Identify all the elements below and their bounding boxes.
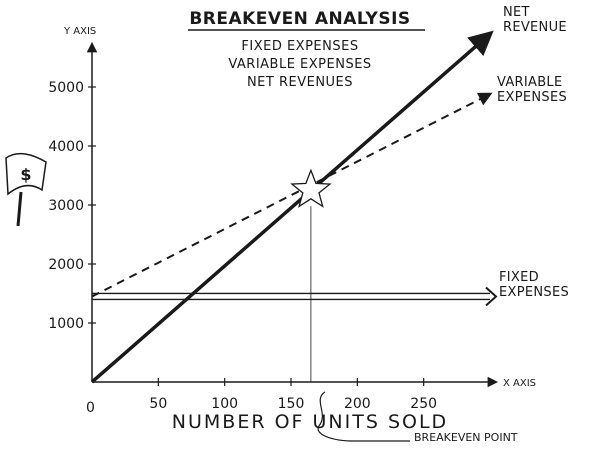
x-tick-label: 100 (211, 396, 238, 412)
chart-subtitle-1: FIXED EXPENSES (241, 39, 358, 54)
x-axis-title: NUMBER OF UNITS SOLD (172, 411, 448, 433)
net-revenue-label: NET (503, 5, 530, 20)
fixed-expenses-label: EXPENSES (499, 285, 569, 300)
variable-expenses-label: VARIABLE (497, 75, 563, 90)
chart-subtitle-3: NET REVENUES (247, 75, 353, 90)
variable-expenses-line (91, 92, 493, 298)
chart-subtitle-2: VARIABLE EXPENSES (228, 57, 371, 72)
y-tick-label: 5000 (48, 80, 84, 96)
y-tick-label: 2000 (48, 257, 84, 273)
y-tick-label: 4000 (48, 139, 84, 155)
breakeven-pointer (317, 391, 410, 442)
y-tick-label: 1000 (48, 316, 84, 332)
breakeven-point-label: BREAKEVEN POINT (414, 431, 518, 444)
star-icon (290, 168, 332, 208)
y-tick-label: 3000 (48, 198, 84, 214)
net-revenue-line (90, 30, 494, 384)
x-tick-label: 250 (410, 396, 437, 412)
fixed-expenses-arrowhead (485, 286, 498, 307)
svg-text:$: $ (20, 165, 31, 184)
chart-title: BREAKEVEN ANALYSIS (189, 9, 410, 29)
variable-expenses-label: EXPENSES (497, 90, 567, 105)
x-tick-label: 200 (344, 396, 371, 412)
dollar-flag-icon: $ (5, 152, 47, 227)
y-axis-label: Y AXIS (63, 26, 96, 37)
axis-ticks: 1000 2000 3000 4000 5000 50 100 150 200 250 (48, 80, 437, 412)
origin-label: 0 (86, 400, 95, 416)
x-tick-label: 50 (149, 396, 167, 412)
net-revenue-label: REVENUE (503, 20, 567, 35)
x-axis-label: X AXIS (503, 378, 536, 389)
fixed-expenses-label: FIXED (499, 270, 539, 285)
x-tick-label: 150 (278, 396, 305, 412)
